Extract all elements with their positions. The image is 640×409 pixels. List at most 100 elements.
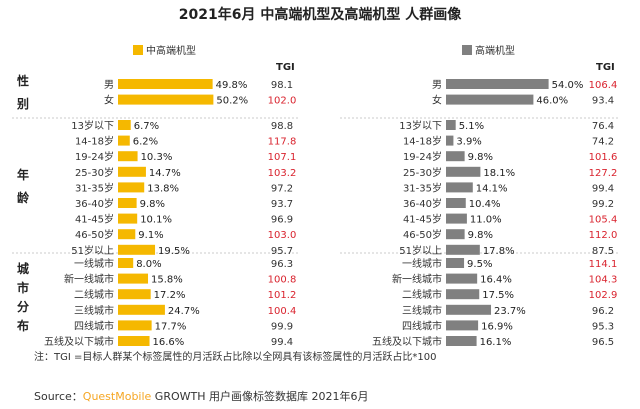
tgi-value: 99.4 (592, 183, 614, 194)
section-label-gender: 性 别 (16, 72, 30, 114)
tgi-value: 95.3 (592, 321, 614, 332)
source-prefix: Source： (34, 390, 83, 403)
section-label-char: 性 (16, 74, 29, 88)
tgi-header-right: TGI (596, 62, 615, 73)
section-label-char: 别 (16, 97, 29, 111)
category-label: 46-50岁 (403, 228, 442, 241)
category-label: 46-50岁 (75, 228, 114, 241)
tgi-value: 127.2 (589, 168, 618, 179)
tgi-value: 96.2 (592, 306, 614, 317)
data-label: 9.8% (468, 152, 493, 163)
data-label: 50.2% (216, 96, 248, 107)
category-label: 三线城市 (74, 304, 114, 317)
category-label: 19-24岁 (75, 150, 114, 163)
tgi-value: 112.0 (589, 230, 618, 241)
tgi-value: 93.4 (592, 96, 614, 107)
category-label: 51岁以上 (399, 244, 442, 257)
bar (446, 79, 549, 89)
tgi-value: 106.4 (589, 80, 618, 91)
bar (446, 151, 465, 162)
tgi-value: 104.3 (589, 275, 618, 286)
bar (446, 244, 480, 255)
legend-label-high: 高端机型 (475, 46, 515, 57)
bar (118, 258, 134, 268)
legend-high: 高端机型 (462, 42, 515, 57)
bar (118, 182, 145, 193)
data-label: 13.8% (147, 183, 179, 194)
tgi-value: 114.1 (589, 259, 618, 270)
bar (446, 229, 465, 240)
data-label: 17.8% (483, 246, 515, 257)
tgi-value: 101.2 (268, 290, 297, 301)
data-label: 10.3% (141, 152, 173, 163)
bar (118, 229, 136, 240)
legend-mid-high: 中高端机型 (133, 42, 196, 57)
category-label: 新一线城市 (64, 273, 114, 286)
data-label: 11.0% (470, 215, 502, 226)
bar (118, 289, 151, 300)
section-label-char: 龄 (16, 191, 29, 205)
section-label-char: 年 (16, 168, 29, 182)
category-label: 男 (104, 79, 114, 91)
category-label: 36-40岁 (403, 197, 442, 210)
data-label: 10.1% (140, 215, 172, 226)
section-label-age: 年 龄 (16, 166, 30, 208)
category-label: 三线城市 (402, 304, 442, 317)
bar (118, 304, 165, 315)
data-label: 23.7% (494, 306, 526, 317)
data-label: 5.1% (459, 121, 484, 132)
data-label: 14.1% (476, 183, 508, 194)
category-label: 五线及以下城市 (372, 335, 442, 348)
footnote: 注：TGI =目标人群某个标签属性的月活跃占比除以全网具有该标签属性的月活跃占比… (34, 352, 437, 363)
tgi-value: 102.0 (268, 96, 297, 107)
data-label: 18.1% (483, 168, 515, 179)
bar (118, 79, 213, 89)
section-label-city: 城 市 分 布 (16, 260, 30, 336)
bar (446, 120, 456, 130)
category-label: 41-45岁 (403, 213, 442, 226)
data-label: 17.7% (155, 321, 187, 332)
bar (118, 244, 156, 255)
data-label: 10.4% (469, 199, 501, 210)
data-label: 3.9% (456, 137, 481, 148)
category-label: 新一线城市 (392, 273, 442, 286)
bar (118, 213, 138, 224)
data-label: 46.0% (536, 96, 568, 107)
bar (118, 166, 146, 177)
tgi-value: 96.9 (271, 215, 293, 226)
legend-label-mid-high: 中高端机型 (146, 46, 196, 57)
data-label: 8.0% (136, 259, 161, 270)
tgi-value: 100.8 (268, 275, 297, 286)
category-label: 四线城市 (402, 319, 442, 332)
bar (118, 273, 149, 284)
category-label: 四线城市 (74, 319, 114, 332)
section-label-char: 分 (16, 300, 29, 314)
category-label: 二线城市 (74, 288, 114, 301)
data-label: 9.1% (138, 230, 163, 241)
bar (446, 94, 534, 105)
legend-swatch-high (462, 44, 472, 55)
data-label: 9.8% (140, 199, 165, 210)
data-label: 16.6% (153, 337, 185, 348)
tgi-value: 105.4 (589, 215, 618, 226)
category-label: 一线城市 (402, 257, 442, 270)
tgi-value: 74.2 (592, 137, 614, 148)
section-label-char: 布 (16, 319, 29, 333)
data-label: 15.8% (151, 275, 183, 286)
bar (118, 151, 138, 162)
tgi-value: 100.4 (268, 306, 297, 317)
data-label: 16.9% (481, 321, 513, 332)
bar (118, 320, 152, 331)
section-label-char: 市 (16, 281, 29, 295)
category-label: 二线城市 (402, 288, 442, 301)
bar (446, 336, 477, 346)
bar (118, 135, 130, 146)
source-line: Source：QuestMobile GROWTH 用户画像标签数据库 2021… (34, 388, 369, 404)
tgi-value: 117.8 (268, 137, 297, 148)
tgi-value: 98.1 (271, 80, 293, 91)
category-label: 五线及以下城市 (44, 335, 114, 348)
tgi-value: 102.9 (589, 290, 618, 301)
tgi-value: 95.7 (271, 246, 293, 257)
bar (446, 273, 478, 284)
